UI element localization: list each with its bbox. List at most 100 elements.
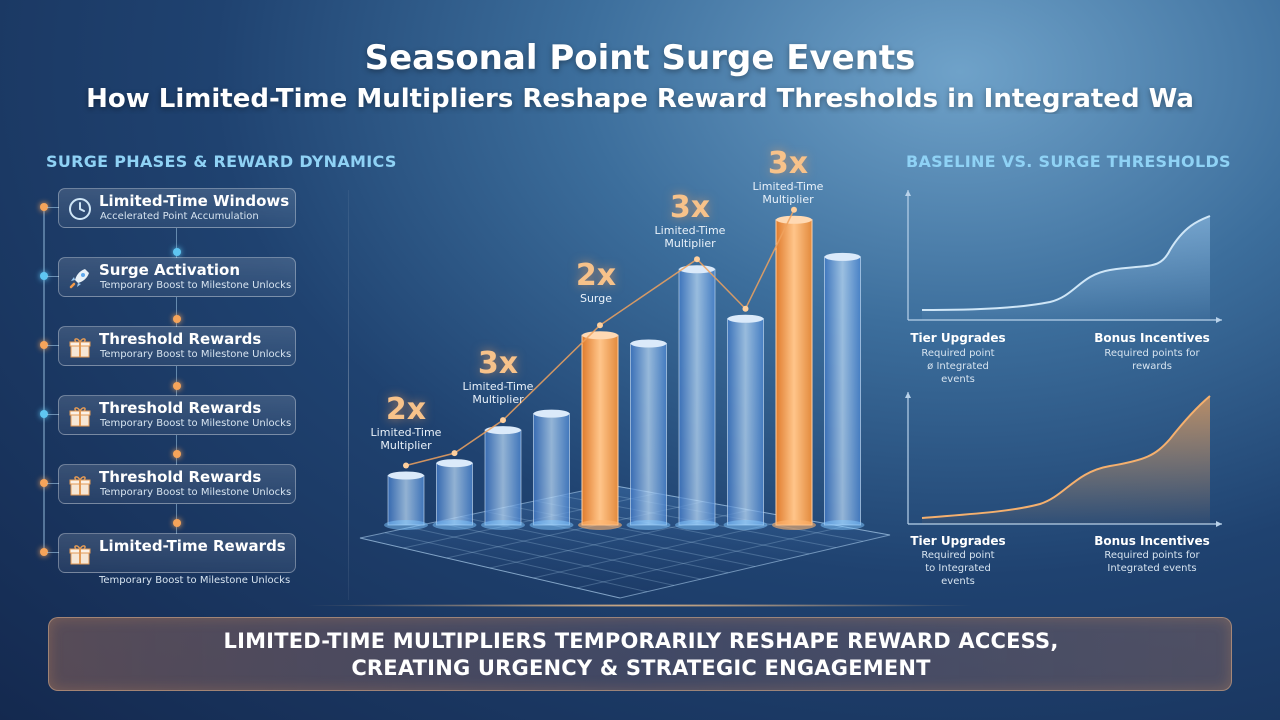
floor-grid-line (409, 526, 675, 586)
card-connector (176, 366, 177, 396)
phase-card-threshold-rewards[interactable]: Threshold Rewards Temporary Boost to Mil… (58, 395, 296, 435)
surge-line (921, 395, 1211, 519)
multiplier-caption: Surge (579, 292, 613, 305)
chart-bar (529, 409, 574, 530)
trend-dot (451, 450, 458, 457)
baseline-threshold-chart (905, 190, 1222, 323)
timeline-dot (40, 203, 48, 211)
axis-label: Bonus Incentives (1094, 534, 1210, 548)
card-connector (176, 228, 177, 258)
multiplier-caption: Limited-Time Multiplier (752, 180, 824, 206)
trend-dot (500, 417, 506, 424)
bar-cap (436, 459, 473, 468)
timeline-dot (40, 548, 48, 556)
summary-banner: LIMITED-TIME MULTIPLIERS TEMPORARILY RES… (48, 617, 1232, 691)
floor-grid-line (534, 500, 810, 555)
connector-dot (173, 248, 181, 256)
card-title: Surge Activation (99, 261, 241, 279)
floor-grid-line (484, 511, 756, 567)
multiplier-caption: Limited-Time Multiplier (654, 224, 726, 250)
trend-dot (791, 206, 797, 213)
phase-card-surge-activation[interactable]: Surge Activation Temporary Boost to Mile… (58, 257, 296, 297)
chart-bar (772, 215, 816, 530)
bar-cap (679, 265, 715, 274)
card-title: Threshold Rewards (99, 330, 262, 348)
axis-label: Tier Upgrades (910, 331, 1006, 345)
left-panel-heading: SURGE PHASES & REWARD DYNAMICS (46, 152, 397, 171)
timeline-connector (47, 276, 59, 277)
bar-cap (485, 426, 521, 435)
trend-dot (597, 322, 603, 329)
bar-body (581, 334, 619, 526)
bars-layer (384, 215, 865, 530)
card-title: Threshold Rewards (99, 399, 262, 417)
trend-dots (403, 206, 797, 469)
multiplier-value: 2x (385, 392, 427, 427)
connector-dot (173, 315, 181, 323)
banner-line-2: CREATING URGENCY & STRATEGIC ENGAGEMENT (351, 656, 931, 680)
chart-bar (384, 471, 428, 530)
rocket-icon (69, 269, 89, 289)
chart-bar (723, 314, 768, 530)
timeline-connector (47, 207, 59, 208)
bar-body (484, 429, 522, 526)
phase-card-threshold-rewards[interactable]: Threshold Rewards Temporary Boost to Mil… (58, 326, 296, 366)
multiplier-value: 3x (477, 346, 519, 381)
timeline-connector (47, 552, 59, 553)
bar-base-glow (481, 520, 525, 530)
connector-dot (173, 450, 181, 458)
timeline-dot (40, 272, 48, 280)
bar-base-glow (578, 520, 622, 530)
connector-dot (173, 382, 181, 390)
floor-grid-line (359, 537, 621, 599)
y-axis-arrow (905, 392, 911, 398)
bar-base-glow (529, 520, 574, 530)
banner-text: LIMITED-TIME MULTIPLIERS TEMPORARILY RES… (49, 628, 1233, 682)
timeline-connector (47, 483, 59, 484)
surge-threshold-chart (905, 392, 1222, 527)
bar-body (678, 268, 716, 526)
bar-cap (630, 339, 667, 348)
chart-bar (481, 426, 525, 530)
gift-icon (69, 476, 91, 496)
timeline-dot (40, 410, 48, 418)
multiplier-label: 3x Limited-Time Multiplier (645, 190, 735, 251)
phase-card-threshold-rewards[interactable]: Threshold Rewards Temporary Boost to Mil… (58, 464, 296, 504)
floor-grid-line (384, 532, 648, 593)
axis-sublabel: Required points for Integrated events (1104, 550, 1200, 574)
card-title: Threshold Rewards (99, 468, 262, 486)
floor-grid-line (434, 521, 702, 580)
axis-sublabel: Required point ø Integrated events (921, 348, 995, 385)
bar-body (824, 256, 861, 526)
phase-card-limited-time-windows[interactable]: Limited-Time Windows Accelerated Point A… (58, 188, 296, 228)
card-subtitle: Temporary Boost to Milestone Unlocks (100, 349, 292, 360)
right-panel-heading: BASELINE VS. SURGE THRESHOLDS (906, 152, 1231, 171)
phase-card-limited-time-rewards[interactable]: Limited-Time Rewards (58, 533, 296, 573)
card-subtitle: Accelerated Point Accumulation (100, 211, 259, 222)
timeline-dot (40, 479, 48, 487)
page-title: Seasonal Point Surge Events (364, 38, 916, 78)
bar-cap (776, 215, 812, 224)
panel-divider (348, 190, 349, 600)
banner-glow (300, 604, 980, 607)
multiplier-caption: Limited-Time Multiplier (462, 380, 534, 406)
bar-base-glow (723, 520, 768, 530)
bar-cap (388, 471, 424, 480)
trend-dot (403, 462, 409, 469)
axis-sublabel: Required points for rewards (1104, 348, 1200, 372)
baseline-area (922, 216, 1210, 320)
bar-body (630, 343, 667, 526)
multiplier-value: 3x (669, 190, 711, 225)
axis-label: Bonus Incentives (1094, 331, 1210, 345)
phase-timeline (43, 206, 45, 552)
bar-base-glow (675, 520, 719, 530)
bar-body (533, 413, 570, 526)
bar-base-glow (772, 520, 816, 530)
x-axis-arrow (1216, 521, 1222, 527)
gift-icon (69, 338, 91, 358)
multiplier-label: 3x Limited-Time Multiplier (453, 346, 543, 407)
timeline-connector (47, 345, 59, 346)
multiplier-caption: Limited-Time Multiplier (370, 426, 442, 452)
card-subtitle: Temporary Boost to Milestone Unlocks (100, 280, 292, 291)
multiplier-value: 3x (767, 146, 809, 181)
